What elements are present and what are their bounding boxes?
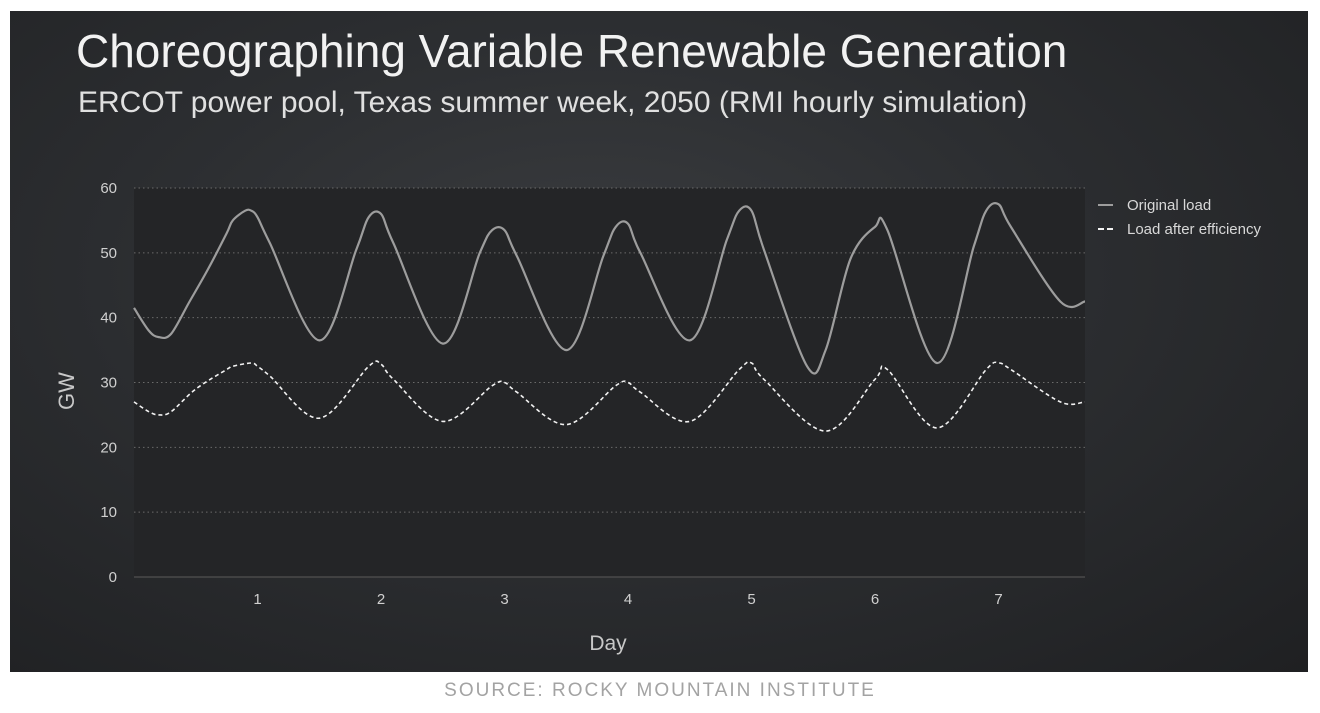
legend: Original load Load after efficiency [1098,197,1261,238]
plot-area: 0 10 20 30 40 50 60 1 2 3 4 5 6 7 [100,180,1086,608]
y-tick-label: 10 [100,504,117,521]
x-tick-label: 4 [624,591,632,608]
x-tick-label: 2 [377,591,385,608]
y-tick-label: 40 [100,310,117,327]
chart-subtitle: ERCOT power pool, Texas summer week, 205… [78,86,1027,119]
x-tick-label: 7 [994,591,1002,608]
legend-label-original-load: Original load [1127,197,1211,214]
legend-label-load-after-efficiency: Load after efficiency [1127,221,1261,238]
x-tick-label: 6 [871,591,879,608]
x-tick-label: 5 [747,591,755,608]
x-tick-label: 3 [500,591,508,608]
y-tick-label: 50 [100,245,117,262]
y-tick-label: 0 [109,569,117,586]
series-line-original-load [133,201,1086,375]
source-caption: SOURCE: ROCKY MOUNTAIN INSTITUTE [444,680,876,701]
chart-title: Choreographing Variable Renewable Genera… [76,25,1067,77]
x-axis-label: Day [589,632,627,655]
chart: Choreographing Variable Renewable Genera… [54,25,1261,655]
y-tick-label: 20 [100,439,117,456]
x-tick-label: 1 [253,591,261,608]
slide-background: Choreographing Variable Renewable Genera… [10,11,1308,672]
y-tick-label: 60 [100,180,117,197]
y-tick-label: 30 [100,375,117,392]
y-axis-label: GW [54,372,79,410]
